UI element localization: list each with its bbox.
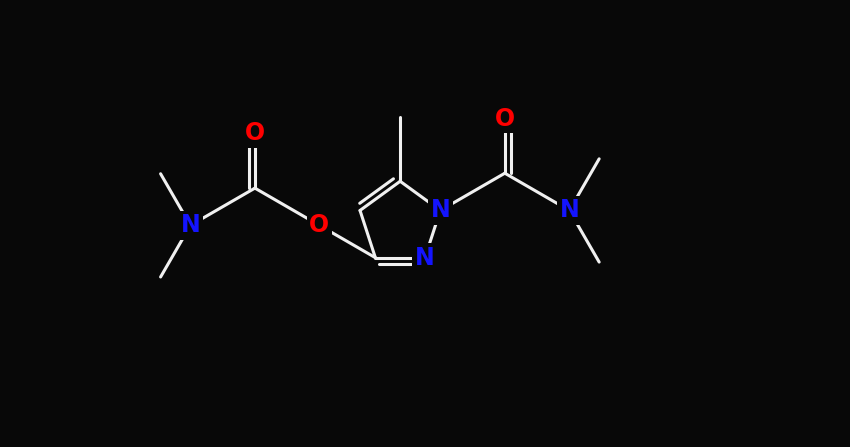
Text: O: O xyxy=(245,122,265,145)
Text: N: N xyxy=(415,246,435,270)
Text: O: O xyxy=(495,106,515,131)
Text: N: N xyxy=(430,198,451,223)
Text: O: O xyxy=(309,213,330,237)
Text: N: N xyxy=(559,198,579,223)
Text: N: N xyxy=(180,213,201,237)
